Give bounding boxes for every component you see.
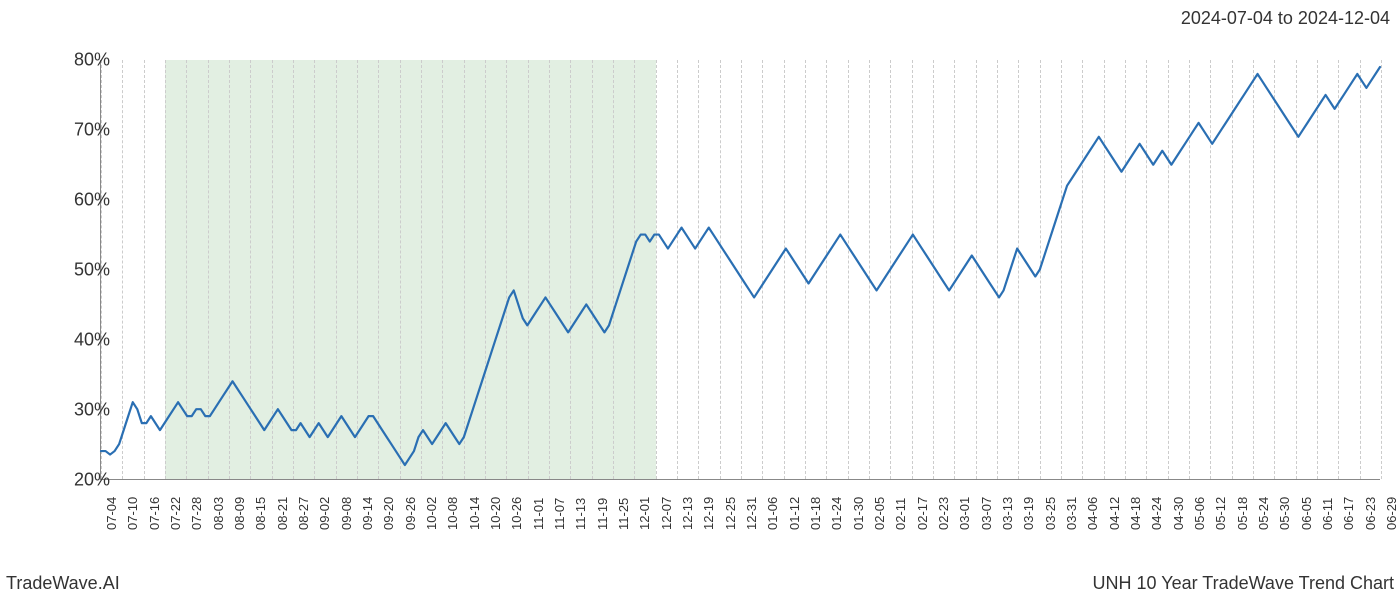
x-tick: 07-10 [125, 497, 140, 530]
x-tick: 02-05 [872, 497, 887, 530]
x-tick: 06-05 [1299, 497, 1314, 530]
x-tick: 02-23 [936, 497, 951, 530]
gridline [1381, 60, 1382, 479]
x-tick: 01-18 [808, 497, 823, 530]
x-tick: 05-18 [1235, 497, 1250, 530]
x-tick: 10-08 [445, 497, 460, 530]
x-tick: 08-15 [253, 497, 268, 530]
x-tick: 11-19 [595, 498, 610, 530]
x-tick: 05-12 [1213, 497, 1228, 530]
footer-brand: TradeWave.AI [6, 573, 120, 594]
x-tick: 09-08 [339, 497, 354, 530]
x-tick: 09-20 [381, 497, 396, 530]
x-tick: 04-06 [1085, 497, 1100, 530]
x-tick: 03-31 [1064, 497, 1079, 530]
x-tick: 09-14 [360, 497, 375, 530]
x-tick: 11-25 [616, 498, 631, 530]
x-tick: 07-16 [147, 497, 162, 530]
x-tick: 05-24 [1256, 497, 1271, 530]
x-tick: 09-02 [317, 497, 332, 530]
footer-title: UNH 10 Year TradeWave Trend Chart [1093, 573, 1394, 594]
x-tick: 02-17 [915, 497, 930, 530]
x-tick: 08-03 [211, 497, 226, 530]
x-tick: 04-12 [1107, 497, 1122, 530]
x-tick: 03-19 [1021, 497, 1036, 530]
x-tick: 12-13 [680, 497, 695, 530]
x-tick: 08-27 [296, 497, 311, 530]
x-tick: 11-13 [573, 498, 588, 530]
x-tick: 05-06 [1192, 497, 1207, 530]
y-tick: 80% [50, 50, 110, 71]
x-tick: 07-22 [168, 497, 183, 530]
x-tick: 04-24 [1149, 497, 1164, 530]
x-tick: 06-23 [1363, 497, 1378, 530]
y-tick: 20% [50, 470, 110, 491]
x-tick: 11-07 [552, 498, 567, 530]
x-tick: 06-17 [1341, 497, 1356, 530]
x-tick: 12-19 [701, 497, 716, 530]
x-tick: 04-18 [1128, 497, 1143, 530]
y-tick: 40% [50, 330, 110, 351]
x-tick: 01-06 [765, 497, 780, 530]
trend-chart [100, 60, 1380, 480]
x-tick: 12-07 [659, 497, 674, 530]
x-tick: 10-26 [509, 497, 524, 530]
date-range-label: 2024-07-04 to 2024-12-04 [1181, 8, 1390, 29]
x-tick: 04-30 [1171, 497, 1186, 530]
x-tick: 12-31 [744, 497, 759, 530]
x-tick: 10-14 [467, 497, 482, 530]
x-tick: 03-25 [1043, 497, 1058, 530]
x-tick: 08-09 [232, 497, 247, 530]
x-tick: 10-20 [488, 497, 503, 530]
x-tick: 08-21 [275, 497, 290, 530]
x-tick: 05-30 [1277, 497, 1292, 530]
y-tick: 70% [50, 120, 110, 141]
x-tick: 01-12 [787, 497, 802, 530]
x-tick: 02-11 [893, 498, 908, 530]
x-tick: 01-30 [851, 497, 866, 530]
x-tick: 03-13 [1000, 497, 1015, 530]
trend-line [101, 60, 1380, 479]
x-tick: 11-01 [531, 498, 546, 530]
y-tick: 60% [50, 190, 110, 211]
x-tick: 10-02 [424, 497, 439, 530]
x-tick: 03-07 [979, 497, 994, 530]
x-tick: 06-11 [1320, 498, 1335, 530]
y-tick: 50% [50, 260, 110, 281]
x-tick: 01-24 [829, 497, 844, 530]
x-tick: 07-04 [104, 497, 119, 530]
x-tick: 06-29 [1384, 497, 1399, 530]
x-tick: 09-26 [403, 497, 418, 530]
x-tick: 07-28 [189, 497, 204, 530]
y-tick: 30% [50, 400, 110, 421]
x-tick: 03-01 [957, 497, 972, 530]
x-tick: 12-25 [723, 497, 738, 530]
x-tick: 12-01 [637, 497, 652, 530]
